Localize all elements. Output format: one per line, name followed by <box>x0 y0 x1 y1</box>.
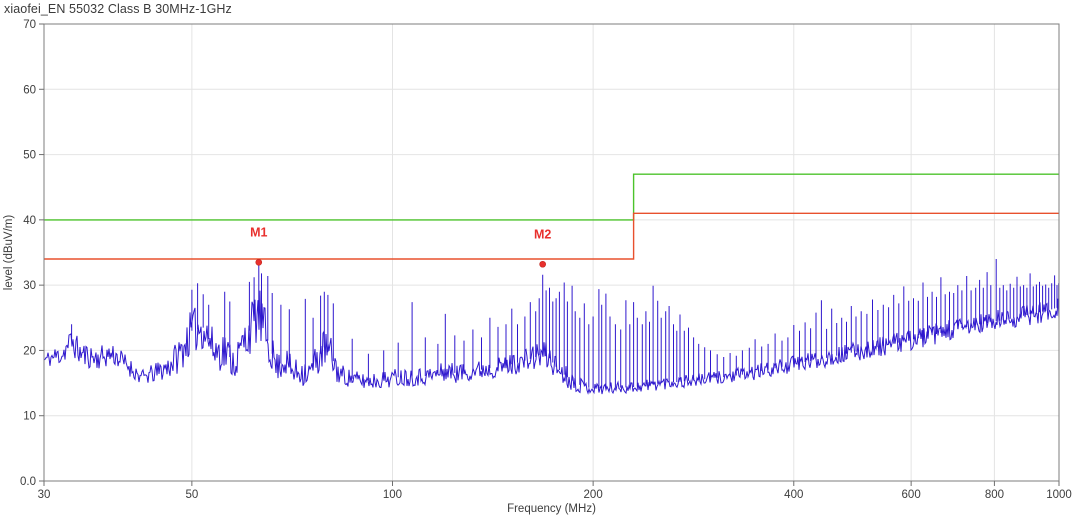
marker-dot-m1 <box>255 258 263 266</box>
x-tick-label: 50 <box>185 489 198 501</box>
y-tick-label: 30 <box>23 280 36 292</box>
limit-line <box>44 173 1059 221</box>
y-tick-label: 70 <box>23 19 36 31</box>
y-tick-label: 40 <box>23 215 36 227</box>
marker-label-m1: M1 <box>250 225 267 239</box>
x-tick-label: 800 <box>985 489 1004 501</box>
chart-title: xiaofei_EN 55032 Class B 30MHz-1GHz <box>4 2 232 16</box>
x-tick-label: 600 <box>902 489 921 501</box>
y-tick-label: 0.0 <box>20 476 36 488</box>
emission-trace <box>43 259 1060 395</box>
marker-label-m2: M2 <box>534 227 551 241</box>
y-axis-label: level (dBuV/m) <box>3 215 15 291</box>
marker-dot-m2 <box>539 260 546 268</box>
y-tick-label: 20 <box>23 345 36 357</box>
grid-lines <box>44 24 1059 481</box>
x-tick-label: 200 <box>584 489 603 501</box>
y-tick-label: 50 <box>23 150 36 162</box>
y-tick-label: 10 <box>23 411 36 423</box>
x-tick-label: 1000 <box>1046 489 1072 501</box>
axes: 30 50 100 200 400 600 800 1000 0.0 10 20 30 40 50 60 70 <box>20 19 1072 501</box>
x-tick-label: 100 <box>383 489 402 501</box>
x-tick-label: 30 <box>38 489 51 501</box>
marker-m1: M1 <box>250 225 267 266</box>
margin-line <box>44 212 1059 260</box>
y-tick-label: 60 <box>23 84 36 96</box>
x-axis-label: Frequency (MHz) <box>507 503 596 515</box>
marker-m2: M2 <box>534 227 551 268</box>
x-tick-label: 400 <box>784 489 803 501</box>
